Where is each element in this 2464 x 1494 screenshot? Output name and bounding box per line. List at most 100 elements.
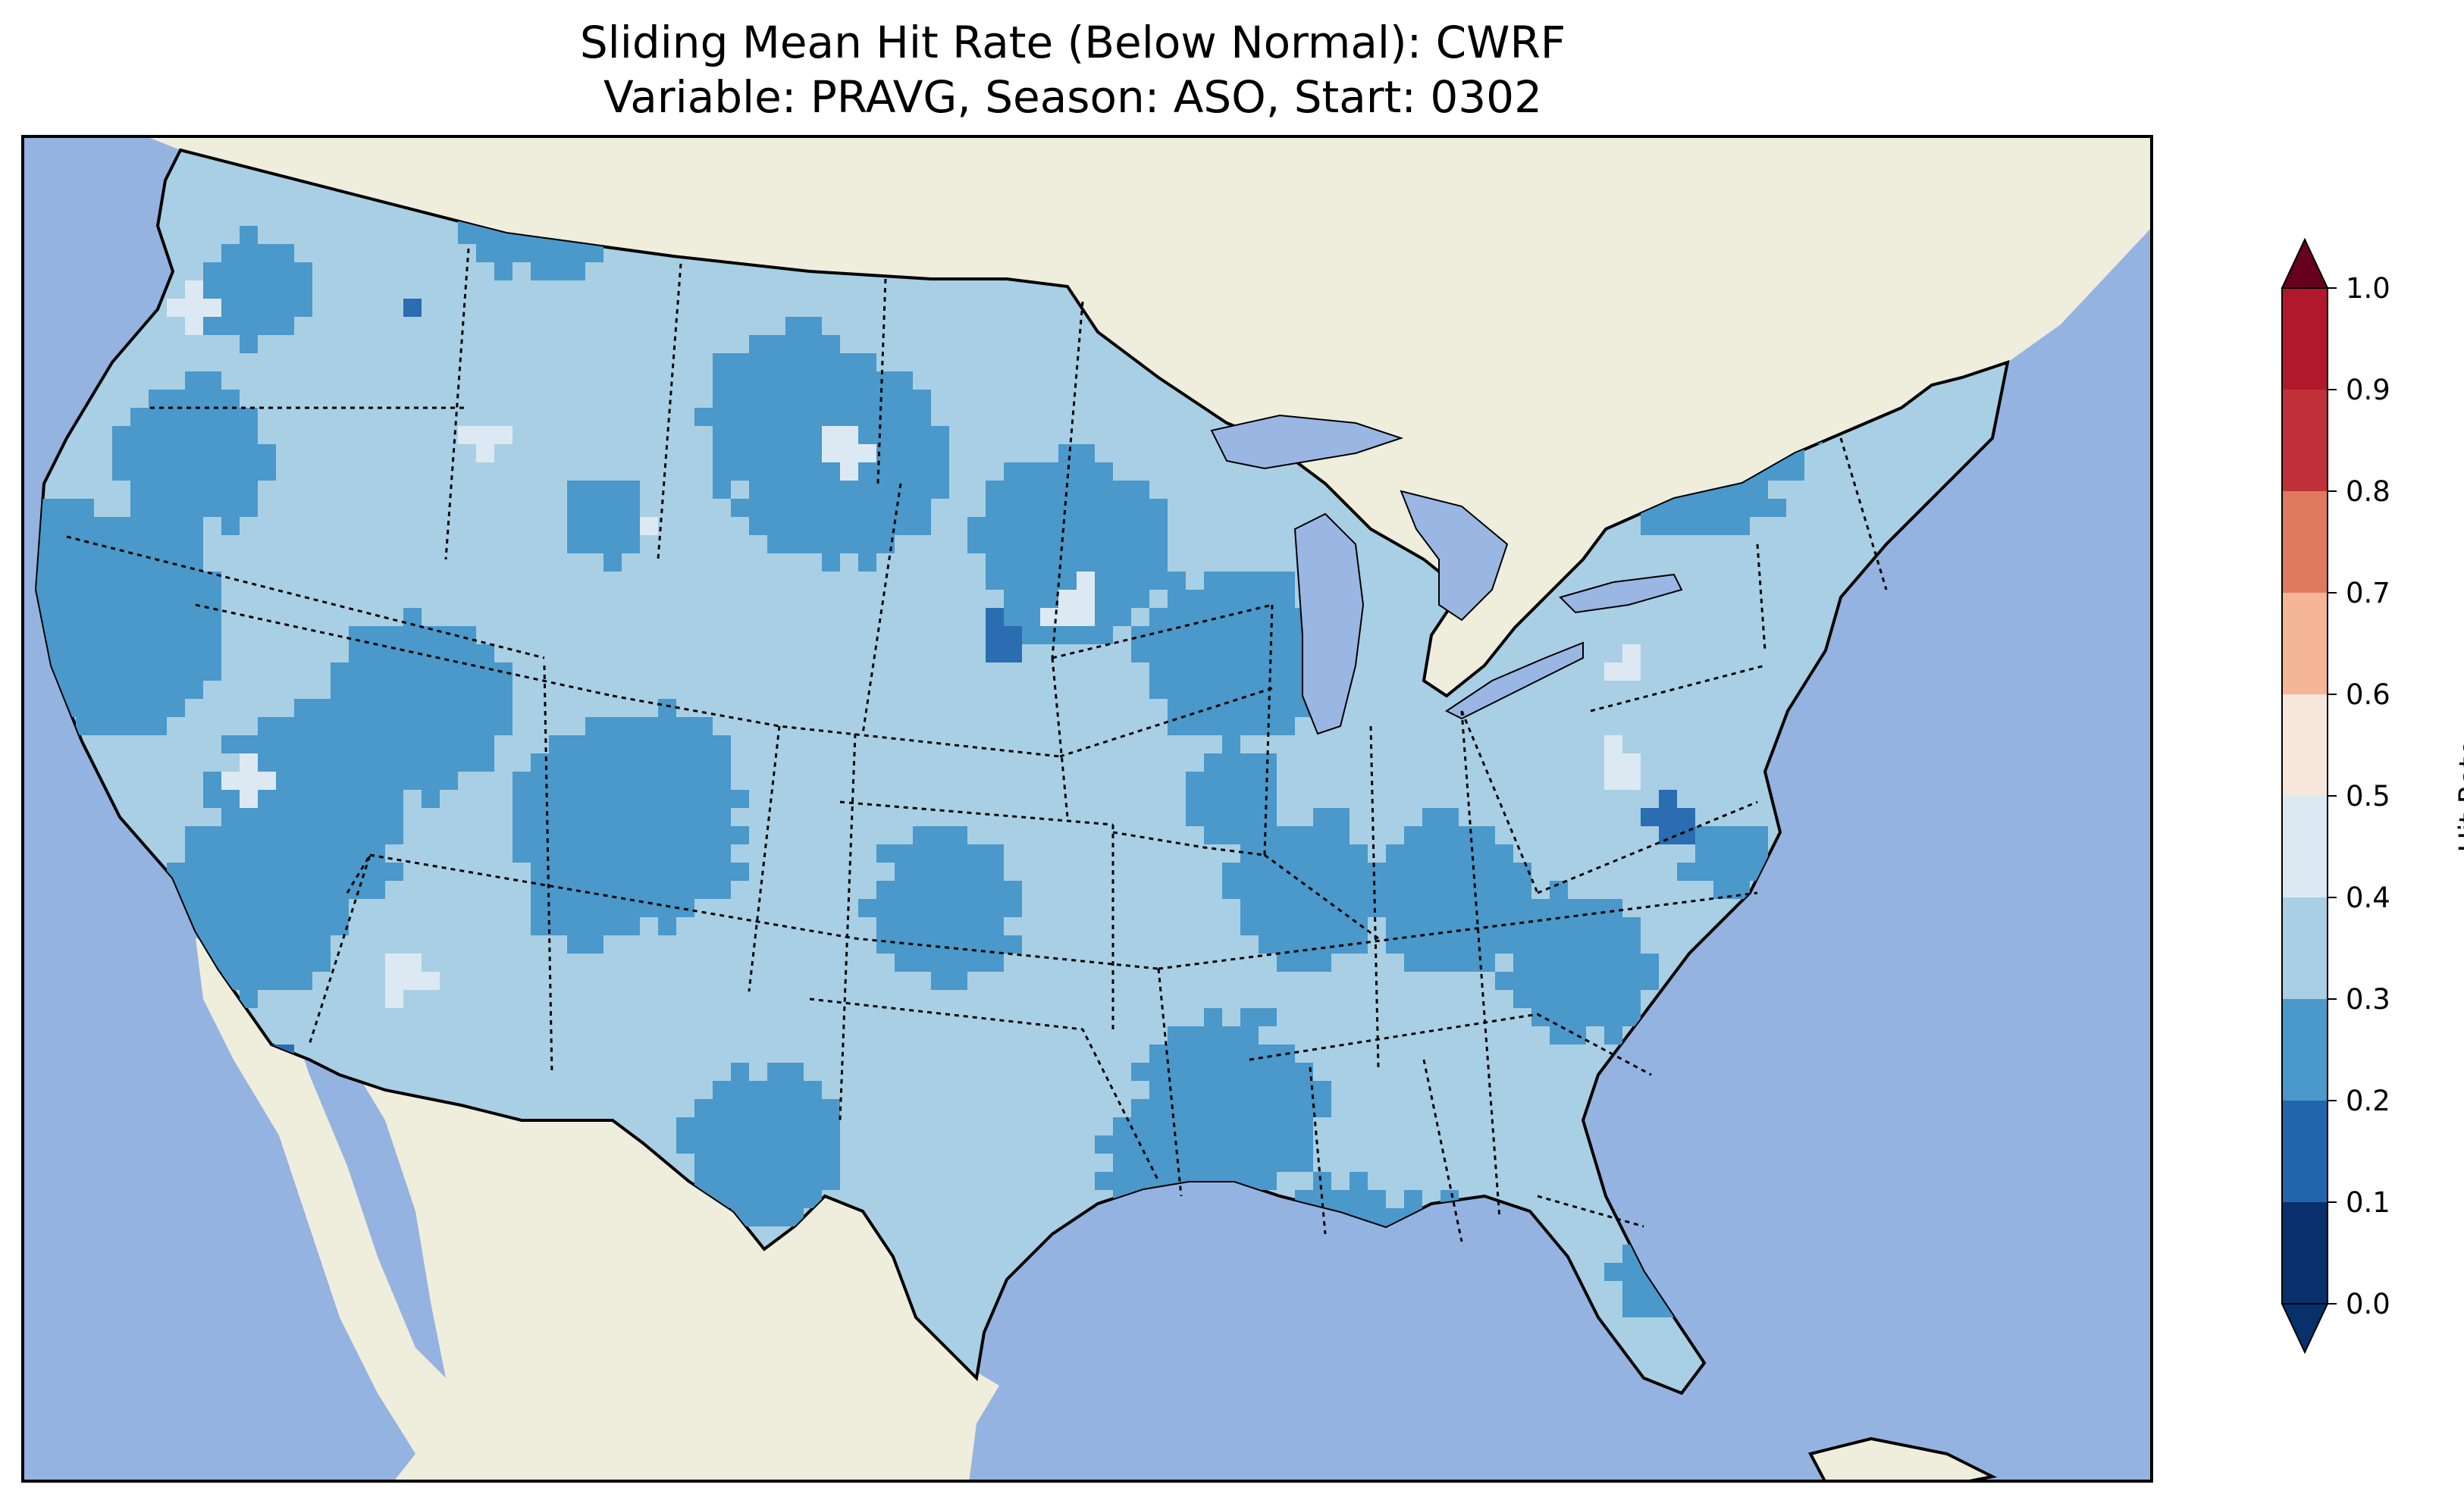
field-cell [258, 844, 276, 863]
field-cell [167, 481, 185, 499]
field-cell [840, 481, 858, 499]
field-cell [1604, 753, 1622, 772]
field-cell [1240, 626, 1259, 644]
field-cell [1131, 517, 1149, 535]
field-cell [1277, 662, 1295, 681]
field-cell [513, 844, 531, 863]
field-cell [1186, 590, 1204, 608]
chart-title: Sliding Mean Hit Rate (Below Normal): CW… [579, 17, 1566, 68]
field-cell [804, 371, 822, 390]
field-cell [1404, 881, 1422, 899]
field-cell [567, 481, 585, 499]
field-cell [1222, 681, 1240, 699]
field-cell [1240, 1099, 1259, 1117]
field-cell [822, 462, 840, 481]
field-cell [804, 317, 822, 335]
field-cell [822, 444, 840, 462]
field-cell [767, 481, 785, 499]
field-cell [203, 790, 221, 808]
field-cell [167, 444, 185, 462]
field-cell [1440, 954, 1459, 972]
field-cell [1095, 462, 1113, 481]
field-cell [585, 790, 603, 808]
field-cell [749, 1099, 767, 1117]
field-cell [240, 262, 258, 280]
field-cell [1240, 1081, 1259, 1099]
field-cell [440, 662, 458, 681]
conus-outline [34, 148, 2010, 1395]
field-cell [276, 826, 294, 844]
field-cell [1149, 535, 1168, 553]
field-cell [112, 553, 130, 572]
field-cell [694, 753, 713, 772]
field-cell [203, 426, 221, 444]
field-cell [294, 299, 312, 317]
field-cell [804, 535, 822, 553]
field-cell [1295, 1135, 1313, 1154]
field-cell [1259, 1008, 1277, 1026]
field-cell [1604, 935, 1622, 954]
field-cell [785, 408, 804, 426]
field-cell [221, 917, 240, 935]
map-panel [21, 135, 2153, 1483]
field-cell [1022, 608, 1040, 626]
field-cell [185, 826, 203, 844]
field-cell [331, 681, 349, 699]
field-cell [858, 899, 876, 917]
field-cell [1677, 499, 1695, 517]
field-cell [76, 499, 94, 517]
field-cell [1186, 1081, 1204, 1099]
field-cell [1259, 1045, 1277, 1063]
field-cell [1204, 808, 1222, 826]
field-cell [1550, 972, 1568, 990]
field-cell [312, 699, 331, 717]
field-cell [749, 499, 767, 517]
field-cell [749, 517, 767, 535]
field-cell [585, 499, 603, 517]
field-cell [713, 735, 731, 753]
field-cell [1004, 572, 1022, 590]
field-cell [294, 772, 312, 790]
field-cell [1368, 899, 1386, 917]
field-cell [603, 735, 622, 753]
field-cell [549, 262, 567, 280]
field-cell [822, 1172, 840, 1190]
colorbar-tick-label: 0.6 [2346, 678, 2390, 711]
field-cell [1277, 826, 1295, 844]
field-cell [203, 863, 221, 881]
field-cell [804, 1081, 822, 1099]
field-cell [1331, 826, 1350, 844]
field-cell [203, 317, 221, 335]
field-cell [1604, 735, 1622, 753]
field-cell [221, 735, 240, 753]
field-cell [221, 444, 240, 462]
field-cell [731, 462, 749, 481]
field-cell [622, 899, 640, 917]
field-cell [149, 408, 167, 426]
field-cell [422, 735, 440, 753]
field-cell [1004, 608, 1022, 626]
field-cell [822, 1135, 840, 1154]
field-cell [1695, 517, 1713, 535]
field-cell [1004, 517, 1022, 535]
field-cell [185, 390, 203, 408]
field-cell [276, 262, 294, 280]
field-cell [1186, 1026, 1204, 1045]
field-cell [221, 881, 240, 899]
field-cell [1077, 572, 1095, 590]
colorbar-tick-label: 0.4 [2346, 882, 2390, 914]
field-cell [895, 899, 913, 917]
field-cell [931, 426, 949, 444]
field-cell [949, 826, 967, 844]
field-cell [1095, 481, 1113, 499]
field-cell [567, 899, 585, 917]
field-cell [804, 1099, 822, 1117]
field-cell [876, 899, 895, 917]
field-cell [567, 753, 585, 772]
field-cell [312, 935, 331, 954]
field-cell [804, 462, 822, 481]
field-cell [1313, 808, 1331, 826]
field-cell [240, 826, 258, 844]
field-cell [39, 590, 58, 608]
colorbar-bin [2282, 1202, 2328, 1304]
